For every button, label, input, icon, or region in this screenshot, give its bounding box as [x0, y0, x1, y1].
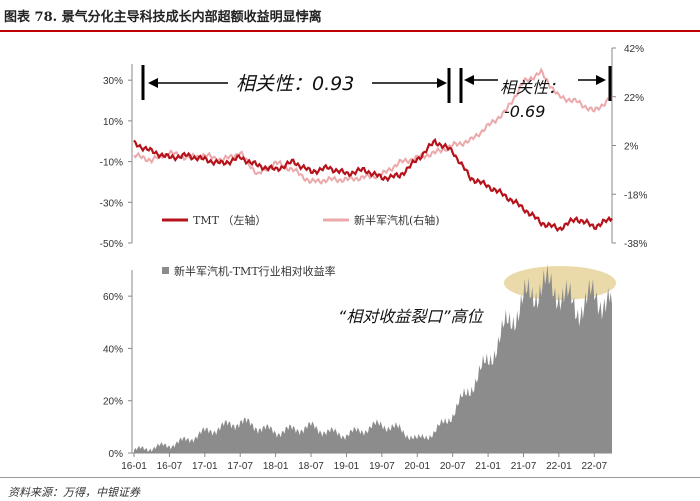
x-tick-label: 20-07: [440, 461, 466, 472]
x-tick-label: 19-07: [369, 461, 395, 472]
bottom-y-tick-label: 60%: [103, 292, 123, 303]
x-tick-label: 17-01: [192, 461, 218, 472]
source-note: 资料来源：万得，中银证券: [8, 486, 140, 499]
bottom-legend: 新半军汽机-TMT行业相对收益率: [162, 264, 336, 278]
bottom-y-tick-label: 40%: [103, 344, 123, 355]
series-tmt-line: [133, 137, 613, 233]
top-legend: TMT （左轴） 新半军汽机(右轴): [162, 213, 440, 227]
left-tick-label: -50%: [100, 239, 123, 250]
x-tick-label: 19-01: [334, 461, 360, 472]
x-tick-label: 17-07: [227, 461, 253, 472]
x-tick-label: 21-07: [511, 461, 537, 472]
gap-annotation: “相对收益裂口”高位: [338, 307, 485, 326]
corr2-arrowhead-right: [596, 75, 606, 85]
x-tick-label: 18-07: [298, 461, 324, 472]
corr1-arrowhead-right: [437, 78, 447, 88]
x-tick-label: 20-01: [404, 461, 430, 472]
x-tick-label: 18-01: [263, 461, 289, 472]
bottom-y-tick-label: 0%: [109, 449, 124, 460]
highlight-ellipse: [504, 266, 616, 300]
legend-area-swatch: [162, 267, 169, 274]
left-tick-label: 10%: [103, 117, 123, 128]
right-tick-label: 22%: [624, 93, 644, 104]
corr2-annotation: 相关性： -0.69: [459, 66, 612, 121]
corr1-annotation: 相关性：0.93: [141, 65, 451, 103]
figure-title: 图表 78. 景气分化主导科技成长内部超额收益明显悖离: [4, 10, 322, 25]
right-tick-label: -38%: [624, 239, 647, 250]
right-tick-label: -18%: [624, 190, 647, 201]
x-tick-label: 16-07: [157, 461, 183, 472]
right-tick-label: 42%: [624, 44, 644, 55]
left-tick-label: -30%: [100, 198, 123, 209]
corr1-arrowhead-left: [148, 78, 158, 88]
legend-tmt-label: TMT （左轴）: [193, 213, 266, 227]
x-tick-label: 21-01: [475, 461, 501, 472]
x-tick-label: 22-01: [546, 461, 572, 472]
x-tick-label: 16-01: [121, 461, 147, 472]
series-relative-return-area: [134, 264, 612, 453]
title-rule: [0, 30, 700, 32]
bottom-y-tick-label: 20%: [103, 397, 123, 408]
corr2-label-line2: -0.69: [504, 102, 545, 121]
left-tick-label: -10%: [100, 158, 123, 169]
corr2-label-line1: 相关性：: [500, 78, 564, 97]
left-tick-label: 30%: [103, 76, 123, 87]
corr1-label: 相关性：0.93: [236, 73, 354, 95]
x-tick-label: 22-07: [582, 461, 608, 472]
legend-area-label: 新半军汽机-TMT行业相对收益率: [174, 264, 336, 278]
legend-military-label: 新半军汽机(右轴): [354, 213, 440, 227]
right-tick-label: 2%: [624, 142, 639, 153]
corr2-arrowhead-left: [464, 75, 474, 85]
source-rule: [0, 477, 700, 478]
